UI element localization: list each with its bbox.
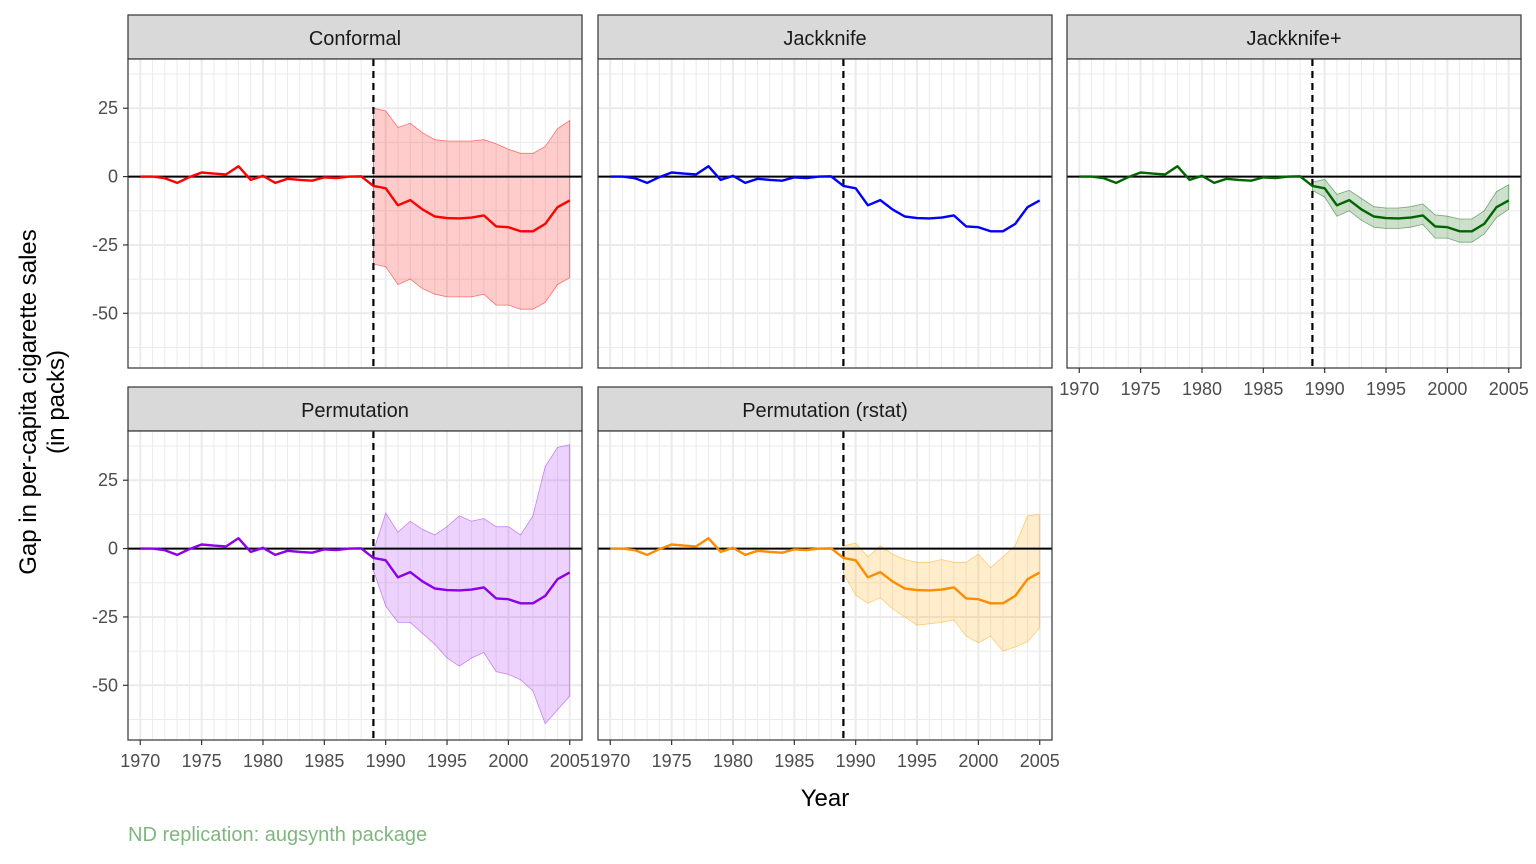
- x-tick-label: 2000: [958, 751, 998, 771]
- x-tick-label: 1985: [774, 751, 814, 771]
- x-tick-label: 1975: [652, 751, 692, 771]
- x-tick-label: 1995: [1366, 379, 1406, 399]
- gap-series-line: [610, 537, 1041, 605]
- gridlines: [128, 431, 582, 740]
- strip-background: [1066, 14, 1522, 60]
- panel-background: [598, 431, 1052, 740]
- y-axis-title-line-2: (in packs): [43, 350, 70, 454]
- gridlines: [598, 431, 1052, 740]
- x-tick-label: 2000: [488, 751, 528, 771]
- strip-background: [127, 386, 583, 432]
- x-axis-title: Year: [801, 785, 850, 812]
- strip-title: Conformal: [309, 28, 401, 50]
- x-tick-label: 1990: [366, 751, 406, 771]
- strip-title: Permutation: [301, 400, 409, 422]
- x-tick-label: 1970: [120, 751, 160, 771]
- strip-title: Jackknife: [783, 28, 866, 50]
- strip-title: Jackknife+: [1246, 28, 1341, 50]
- y-tick-label: 25: [98, 98, 118, 118]
- gridlines: [1067, 59, 1521, 368]
- x-tick-label: 2005: [1020, 751, 1060, 771]
- gap-series-line: [1079, 164, 1510, 233]
- x-tick-label: 2005: [1489, 379, 1529, 399]
- gridlines: [128, 59, 582, 368]
- y-tick-label: -50: [92, 303, 118, 323]
- confidence-band: [843, 513, 1041, 652]
- x-tick-label: 1990: [836, 751, 876, 771]
- panel-background: [128, 59, 582, 368]
- x-axis-title-group: Year: [801, 785, 850, 812]
- caption: ND replication: augsynth package: [128, 824, 428, 846]
- y-tick-label: 25: [98, 470, 118, 490]
- x-tick-label: 1970: [590, 751, 630, 771]
- x-tick-label: 1995: [897, 751, 937, 771]
- y-tick-label: -25: [92, 235, 118, 255]
- gap-series-line: [140, 537, 571, 605]
- panel-jackknife: Jackknife: [597, 14, 1053, 369]
- y-axis-title-group: Gap in per-capita cigarette sales (in pa…: [15, 229, 70, 575]
- confidence-band: [1312, 178, 1510, 243]
- x-tick-label: 1980: [713, 751, 753, 771]
- x-tick-label: 1980: [243, 751, 283, 771]
- y-tick-label: 0: [108, 539, 118, 559]
- x-tick-label: 1980: [1182, 379, 1222, 399]
- panel-jackknife: Jackknife+ 1970 1975 1980 1985 1990 1995 2000 20…: [1059, 14, 1529, 399]
- y-axis: 25 0 -25 -50: [92, 470, 128, 695]
- panel-background: [128, 431, 582, 740]
- y-axis-title-line-1: Gap in per-capita cigarette sales: [15, 229, 42, 575]
- x-tick-label: 1975: [1121, 379, 1161, 399]
- panel-conformal: Conformal 25 0 -25 -50: [92, 14, 583, 369]
- x-tick-label: 1990: [1305, 379, 1345, 399]
- x-tick-label: 1985: [304, 751, 344, 771]
- panel-permutation-rstat: Permutation (rstat)1970 1975 1980 1985 1990 1…: [590, 386, 1060, 771]
- gap-series-line: [140, 164, 571, 233]
- strip-background: [597, 386, 1053, 432]
- x-tick-label: 1995: [427, 751, 467, 771]
- panel-background: [1067, 59, 1521, 368]
- confidence-band: [373, 107, 571, 310]
- chart-panels: Conformal 25 0 -25 -50 Jackknife Jackknife+ 197…: [92, 14, 1529, 771]
- y-axis: 25 0 -25 -50: [92, 98, 128, 323]
- panel-border: [597, 430, 1053, 741]
- strip-background: [597, 14, 1053, 60]
- x-tick-label: 1985: [1243, 379, 1283, 399]
- x-tick-label: 2005: [550, 751, 590, 771]
- panel-permutation: Permutation 25 0 -25 -50 1970 1975 1980 1985 1990…: [92, 386, 590, 771]
- x-tick-label: 1970: [1059, 379, 1099, 399]
- y-tick-label: -25: [92, 607, 118, 627]
- gap-series-line: [610, 164, 1041, 233]
- x-tick-label: 1975: [182, 751, 222, 771]
- panel-border: [127, 430, 583, 741]
- gridlines: [598, 59, 1052, 368]
- x-tick-label: 2000: [1427, 379, 1467, 399]
- y-tick-label: 0: [108, 167, 118, 187]
- strip-background: [127, 14, 583, 60]
- confidence-band: [373, 444, 571, 725]
- strip-title: Permutation (rstat): [742, 400, 908, 422]
- panel-border: [1066, 58, 1522, 369]
- y-tick-label: -50: [92, 675, 118, 695]
- x-axis: 1970 1975 1980 1985 1990 1995 2000 2005: [590, 740, 1060, 771]
- x-axis: 1970 1975 1980 1985 1990 1995 2000 2005: [1059, 368, 1529, 399]
- panel-border: [127, 58, 583, 369]
- panel-background: [598, 59, 1052, 368]
- panel-border: [597, 58, 1053, 369]
- x-axis: 1970 1975 1980 1985 1990 1995 2000 2005: [120, 740, 590, 771]
